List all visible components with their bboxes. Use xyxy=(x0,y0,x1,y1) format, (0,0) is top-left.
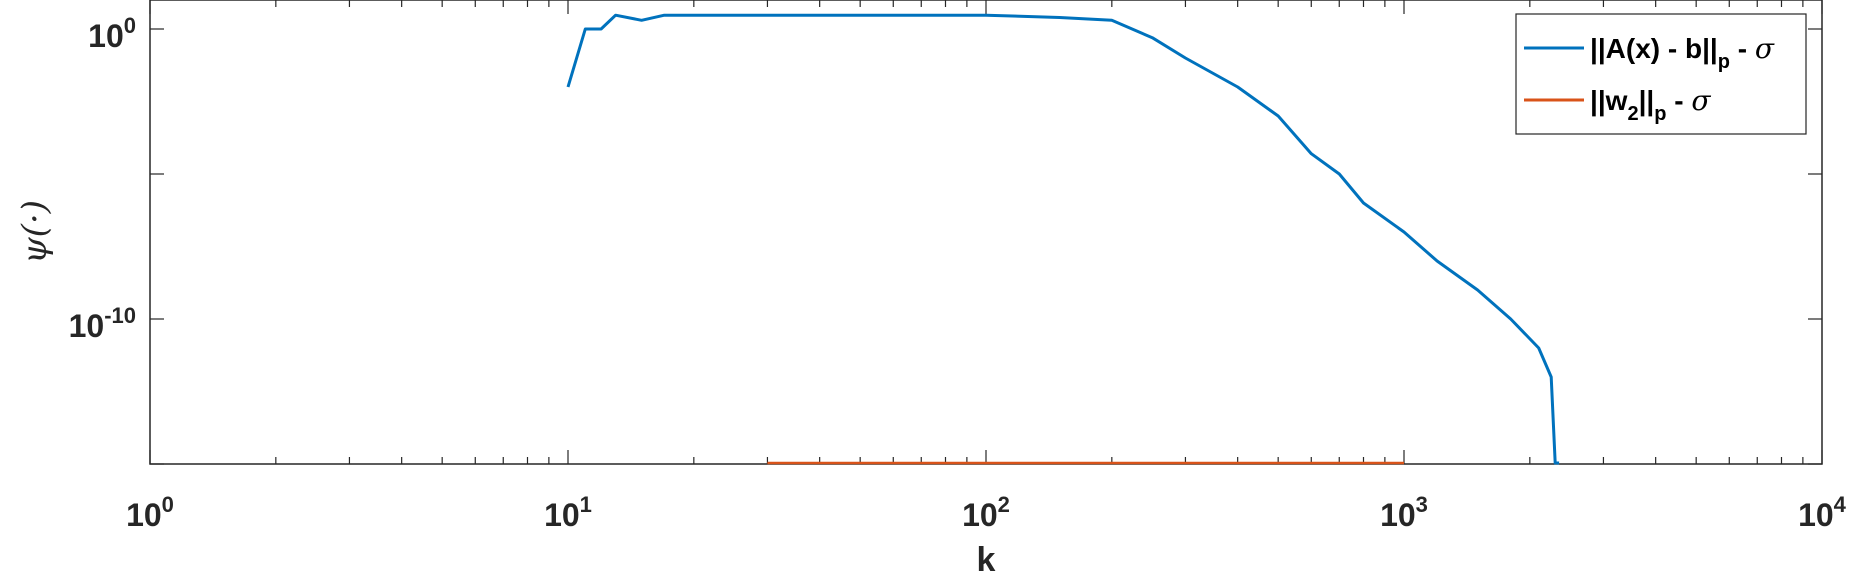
y-tick-label: 10-10 xyxy=(69,303,136,344)
plot-lines xyxy=(566,13,1560,465)
y-axis-label: ψ(·) xyxy=(15,200,55,264)
axis-labels: k ψ(·) xyxy=(15,200,996,579)
legend: ||A(x) - b||p - σ ||w2||p - σ xyxy=(1515,13,1807,135)
x-tick-label: 102 xyxy=(962,492,1010,533)
x-axis-label: k xyxy=(977,541,996,579)
axis-ticks xyxy=(149,0,1823,465)
y-tick-label: 100 xyxy=(88,13,136,54)
legend-label-2: ||w2||p - σ xyxy=(1590,84,1711,125)
legend-label-1: ||A(x) - b||p - σ xyxy=(1590,32,1775,73)
x-tick-label: 103 xyxy=(1380,492,1428,533)
tick-labels: 100 101 102 103 104 100 10-10 xyxy=(69,13,1847,533)
x-tick-label: 100 xyxy=(126,492,174,533)
x-tick-label: 101 xyxy=(544,492,592,533)
series-line-1 xyxy=(566,13,1560,465)
x-tick-label: 104 xyxy=(1798,492,1847,533)
legend-box xyxy=(1515,13,1807,135)
